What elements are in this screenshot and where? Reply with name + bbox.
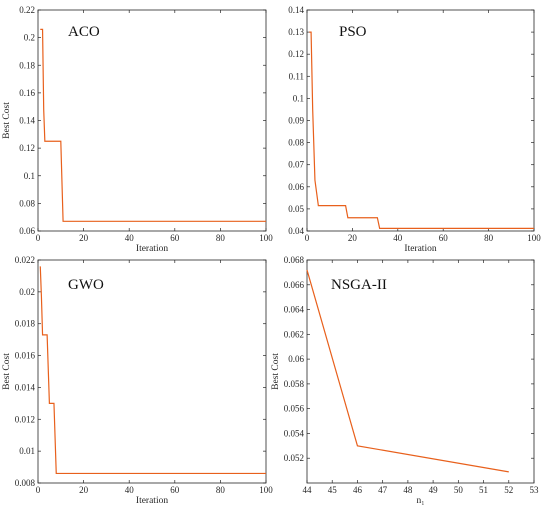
chart-panel-pso: 0 20 40 60 80 100 0.04 0.05 0.06 0.07 0.08 0.09 0.1 0…	[288, 5, 541, 254]
x-axis-label: Iteration	[404, 244, 436, 254]
x-tick-label: 40	[125, 485, 135, 495]
plot-frame	[306, 9, 535, 232]
x-tick-label: 47	[378, 485, 388, 495]
y-tick-label: 0.12	[19, 143, 35, 153]
panel-title: NSGA-II	[331, 277, 387, 293]
plot-frame	[306, 259, 535, 484]
y-tick-label: 0.14	[19, 116, 35, 126]
x-tick-label: 60	[170, 485, 180, 495]
x-tick-label: 52	[504, 485, 513, 495]
y-tick-label: 0.064	[284, 305, 305, 315]
y-tick-label: 0.12	[288, 49, 304, 59]
panel-title: ACO	[68, 24, 100, 40]
x-tick-label: 60	[439, 233, 449, 243]
y-tick-label: 0.014	[15, 382, 36, 392]
y-tick-label: 0.008	[15, 478, 36, 488]
y-tick-label: 0.11	[289, 71, 304, 81]
y-tick-label: 0.06	[288, 354, 304, 364]
best-cost-line	[309, 31, 534, 229]
x-tick-label: 80	[216, 233, 226, 243]
best-cost-line	[306, 269, 509, 473]
x-tick-label: 0	[305, 233, 310, 243]
y-tick-label: 0.02	[19, 287, 35, 297]
y-tick-label: 0.066	[284, 280, 305, 290]
y-tick-label: 0.058	[284, 379, 305, 389]
y-tick-label: 0.06	[19, 226, 35, 236]
panel-title: PSO	[339, 24, 367, 40]
y-tick-label: 0.14	[288, 5, 304, 15]
plot-frame	[37, 9, 267, 232]
chart-panel-aco: 0 20 40 60 80 100 0.06 0.08 0.1 0.12 0.14 0.16 0.18 0…	[2, 5, 273, 254]
y-tick-label: 0.1	[24, 171, 35, 181]
y-tick-label: 0.16	[19, 88, 35, 98]
y-axis-label: Best Cost	[2, 353, 12, 390]
x-axis-label: Iteration	[136, 244, 168, 254]
x-tick-label: 44	[303, 485, 313, 495]
panel-title: GWO	[68, 277, 104, 293]
x-tick-label: 0	[36, 485, 41, 495]
y-tick-label: 0.052	[284, 453, 304, 463]
y-tick-label: 0.056	[284, 404, 305, 414]
y-tick-label: 0.062	[284, 329, 304, 339]
y-axis-label: Best Cost	[271, 353, 281, 390]
best-cost-line	[40, 28, 266, 222]
x-tick-label: 50	[454, 485, 464, 495]
y-tick-label: 0.022	[15, 255, 35, 265]
x-tick-label: 40	[125, 233, 135, 243]
y-tick-label: 0.08	[19, 198, 35, 208]
y-tick-label: 0.08	[288, 138, 304, 148]
y-axis-label: Best Cost	[2, 102, 12, 139]
chart-panel-nsga-ii: 44 45 46 47 48 49 50 51 52 53 0.052 0.054 0.056 0.058…	[271, 255, 539, 506]
x-tick-label: 100	[527, 233, 541, 243]
y-tick-label: 0.018	[15, 319, 36, 329]
y-tick-label: 0.13	[288, 27, 304, 37]
y-tick-label: 0.05	[288, 204, 304, 214]
y-tick-label: 0.22	[19, 5, 35, 15]
y-tick-label: 0.01	[19, 446, 35, 456]
y-tick-label: 0.07	[288, 160, 304, 170]
chart-panel-gwo: 0 20 40 60 80 100 0.008 0.01 0.012 0.014 0.016 0.01…	[2, 255, 273, 506]
x-tick-label: 60	[170, 233, 180, 243]
x-tick-label: 80	[484, 233, 494, 243]
x-tick-label: 100	[259, 233, 273, 243]
x-axis-label: n₁	[416, 496, 424, 506]
x-tick-label: 20	[348, 233, 358, 243]
y-tick-label: 0.2	[24, 33, 35, 43]
y-tick-label: 0.18	[19, 60, 35, 70]
x-tick-label: 80	[216, 485, 226, 495]
x-tick-label: 53	[530, 485, 540, 495]
y-tick-label: 0.068	[284, 255, 305, 265]
x-tick-label: 46	[353, 485, 363, 495]
best-cost-line	[39, 266, 266, 475]
x-tick-label: 0	[36, 233, 41, 243]
x-axis-label: Iteration	[136, 496, 168, 506]
y-tick-label: 0.09	[288, 116, 304, 126]
y-tick-label: 0.06	[288, 182, 304, 192]
y-tick-label: 0.1	[293, 93, 304, 103]
x-tick-label: 100	[259, 485, 273, 495]
y-tick-label: 0.016	[15, 351, 36, 361]
y-tick-label: 0.04	[288, 226, 304, 236]
x-tick-label: 45	[328, 485, 338, 495]
y-tick-label: 0.012	[15, 414, 35, 424]
x-tick-label: 40	[393, 233, 403, 243]
x-tick-label: 49	[429, 485, 439, 495]
y-tick-label: 0.054	[284, 428, 305, 438]
plot-frame	[37, 259, 267, 484]
x-tick-label: 48	[403, 485, 413, 495]
x-tick-label: 20	[79, 233, 89, 243]
x-tick-label: 51	[479, 485, 488, 495]
x-tick-label: 20	[79, 485, 89, 495]
